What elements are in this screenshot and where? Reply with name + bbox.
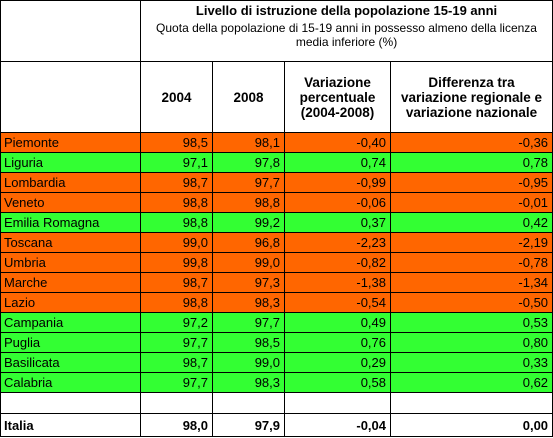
region-cell: Basilicata bbox=[0, 352, 141, 373]
table-row: Emilia Romagna 98,8 99,2 0,37 0,42 bbox=[0, 212, 553, 233]
difference-cell: -0,78 bbox=[389, 252, 553, 273]
table-row: Campania 97,2 97,7 0,49 0,53 bbox=[0, 312, 553, 333]
table-row: Umbria 99,8 99,0 -0,82 -0,78 bbox=[0, 252, 553, 273]
table-row: Puglia 97,7 98,5 0,76 0,80 bbox=[0, 332, 553, 353]
value-2008-cell: 99,0 bbox=[212, 252, 285, 273]
difference-cell: 0,62 bbox=[389, 372, 553, 393]
value-2008-cell: 98,5 bbox=[212, 332, 285, 353]
value-2008-cell: 98,8 bbox=[212, 192, 285, 213]
variation-cell: 0,49 bbox=[284, 312, 391, 333]
variation-cell: 0,76 bbox=[284, 332, 391, 353]
value-2004-cell: 98,8 bbox=[140, 192, 213, 213]
variation-cell: 0,58 bbox=[284, 372, 391, 393]
col-2004-header: 2004 bbox=[140, 61, 213, 133]
variation-cell: 0,29 bbox=[284, 352, 391, 373]
value-2004-cell: 97,7 bbox=[140, 372, 213, 393]
region-cell: Umbria bbox=[0, 252, 141, 273]
value-2004-cell: 97,1 bbox=[140, 152, 213, 173]
total-region: Italia bbox=[0, 413, 141, 437]
col-difference-header: Differenza tra variazione regionale e va… bbox=[389, 61, 553, 133]
region-cell: Piemonte bbox=[0, 132, 141, 153]
value-2008-cell: 99,0 bbox=[212, 352, 285, 373]
variation-cell: -1,38 bbox=[284, 272, 391, 293]
value-2008-cell: 99,2 bbox=[212, 212, 285, 233]
value-2004-cell: 97,2 bbox=[140, 312, 213, 333]
difference-cell: -1,34 bbox=[389, 272, 553, 293]
value-2008-cell: 97,8 bbox=[212, 152, 285, 173]
table-row: Veneto 98,8 98,8 -0,06 -0,01 bbox=[0, 192, 553, 213]
spacer-row bbox=[0, 392, 553, 414]
total-row: Italia 98,0 97,9 -0,04 0,00 bbox=[0, 413, 553, 437]
table-title: Livello di istruzione della popolazione … bbox=[139, 0, 553, 21]
difference-cell: -0,95 bbox=[389, 172, 553, 193]
value-2008-cell: 96,8 bbox=[212, 232, 285, 253]
value-2004-cell: 99,0 bbox=[140, 232, 213, 253]
difference-cell: 0,42 bbox=[389, 212, 553, 233]
difference-cell: 0,78 bbox=[389, 152, 553, 173]
variation-cell: -0,06 bbox=[284, 192, 391, 213]
value-2004-cell: 99,8 bbox=[140, 252, 213, 273]
table-row: Toscana 99,0 96,8 -2,23 -2,19 bbox=[0, 232, 553, 253]
region-cell: Emilia Romagna bbox=[0, 212, 141, 233]
variation-cell: -0,40 bbox=[284, 132, 391, 153]
region-cell: Calabria bbox=[0, 372, 141, 393]
table-row: Basilicata 98,7 99,0 0,29 0,33 bbox=[0, 352, 553, 373]
col-variation-header: Variazione percentuale (2004-2008) bbox=[284, 61, 391, 133]
value-2004-cell: 98,8 bbox=[140, 292, 213, 313]
region-cell: Lombardia bbox=[0, 172, 141, 193]
total-variation: -0,04 bbox=[284, 413, 391, 437]
region-cell: Lazio bbox=[0, 292, 141, 313]
variation-cell: -0,54 bbox=[284, 292, 391, 313]
value-2008-cell: 98,3 bbox=[212, 372, 285, 393]
table-subtitle: Quota della popolazione di 15-19 anni in… bbox=[139, 21, 553, 62]
difference-cell: 0,33 bbox=[389, 352, 553, 373]
table-row: Lazio 98,8 98,3 -0,54 -0,50 bbox=[0, 292, 553, 313]
value-2008-cell: 97,3 bbox=[212, 272, 285, 293]
difference-cell: -0,36 bbox=[389, 132, 553, 153]
variation-cell: -0,82 bbox=[284, 252, 391, 273]
variation-cell: 0,37 bbox=[284, 212, 391, 233]
table-row: Liguria 97,1 97,8 0,74 0,78 bbox=[0, 152, 553, 173]
difference-cell: -0,50 bbox=[389, 292, 553, 313]
region-cell: Campania bbox=[0, 312, 141, 333]
value-2008-cell: 97,7 bbox=[212, 312, 285, 333]
total-2004: 98,0 bbox=[140, 413, 213, 437]
difference-cell: -2,19 bbox=[389, 232, 553, 253]
region-cell: Marche bbox=[0, 272, 141, 293]
value-2004-cell: 98,7 bbox=[140, 272, 213, 293]
difference-cell: 0,80 bbox=[389, 332, 553, 353]
value-2008-cell: 97,7 bbox=[212, 172, 285, 193]
value-2004-cell: 98,7 bbox=[140, 172, 213, 193]
table-row: Lombardia 98,7 97,7 -0,99 -0,95 bbox=[0, 172, 553, 193]
value-2004-cell: 98,8 bbox=[140, 212, 213, 233]
difference-cell: 0,53 bbox=[389, 312, 553, 333]
value-2004-cell: 98,7 bbox=[140, 352, 213, 373]
corner-cell bbox=[0, 0, 141, 62]
variation-cell: 0,74 bbox=[284, 152, 391, 173]
region-cell: Liguria bbox=[0, 152, 141, 173]
total-2008: 97,9 bbox=[212, 413, 285, 437]
variation-cell: -2,23 bbox=[284, 232, 391, 253]
value-2008-cell: 98,3 bbox=[212, 292, 285, 313]
region-cell: Puglia bbox=[0, 332, 141, 353]
region-header-cell bbox=[0, 61, 141, 133]
variation-cell: -0,99 bbox=[284, 172, 391, 193]
value-2004-cell: 98,5 bbox=[140, 132, 213, 153]
value-2008-cell: 98,1 bbox=[212, 132, 285, 153]
difference-cell: -0,01 bbox=[389, 192, 553, 213]
table-row: Marche 98,7 97,3 -1,38 -1,34 bbox=[0, 272, 553, 293]
table-row: Calabria 97,7 98,3 0,58 0,62 bbox=[0, 372, 553, 393]
col-2008-header: 2008 bbox=[212, 61, 285, 133]
value-2004-cell: 97,7 bbox=[140, 332, 213, 353]
region-cell: Toscana bbox=[0, 232, 141, 253]
total-difference: 0,00 bbox=[389, 413, 553, 437]
region-cell: Veneto bbox=[0, 192, 141, 213]
table-row: Piemonte 98,5 98,1 -0,40 -0,36 bbox=[0, 132, 553, 153]
